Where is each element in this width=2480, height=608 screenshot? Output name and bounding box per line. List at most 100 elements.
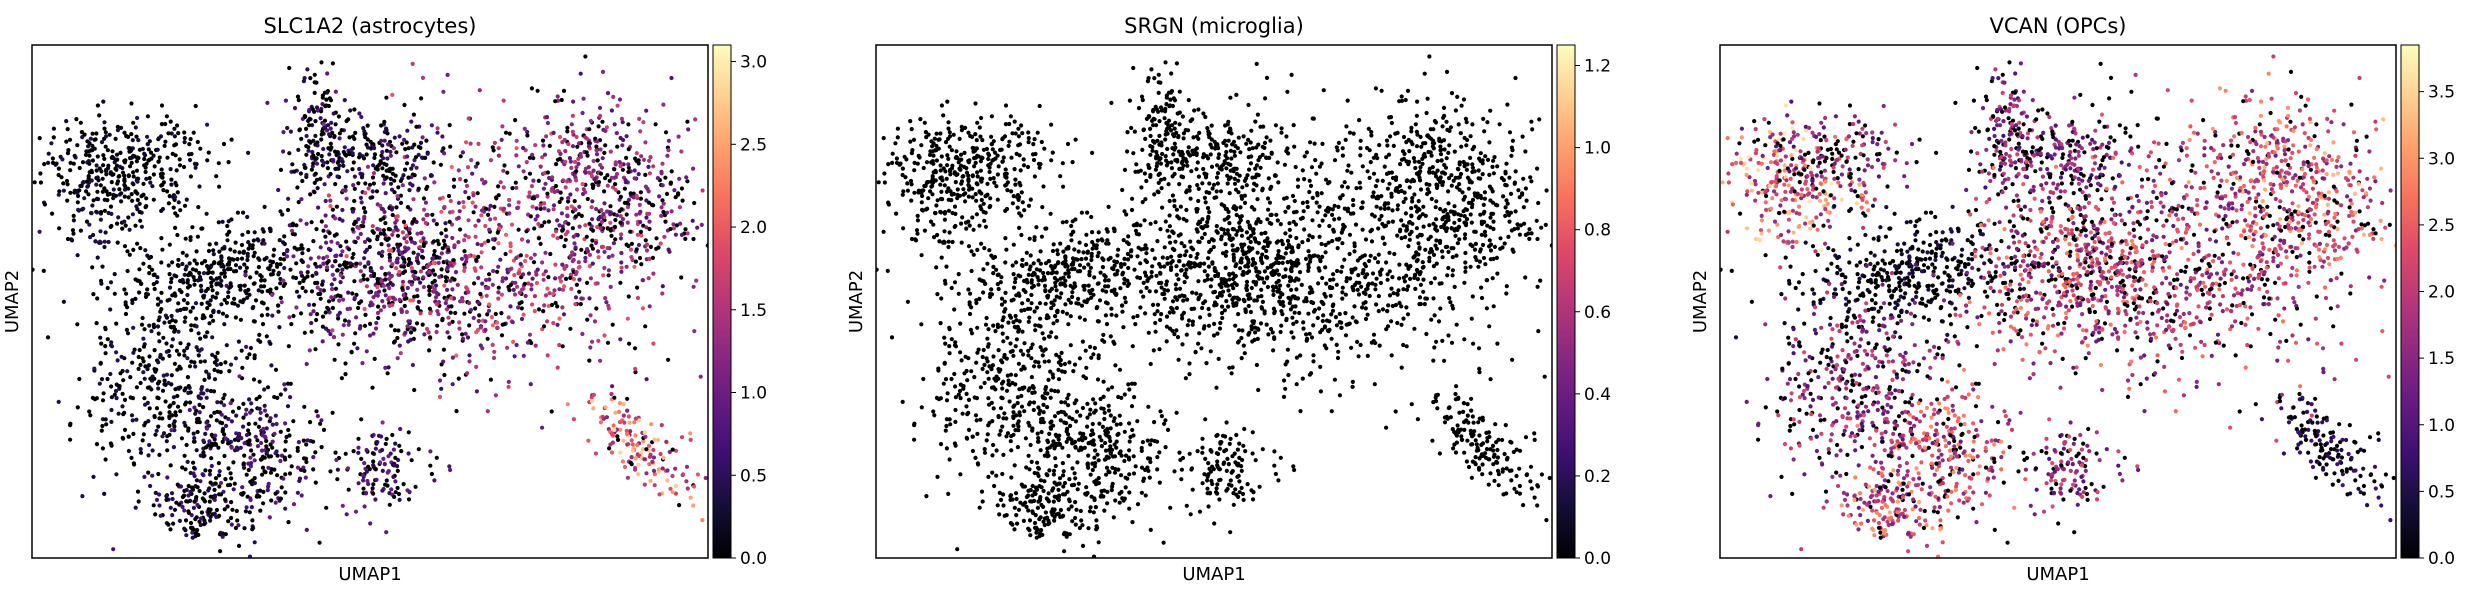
point <box>633 467 638 472</box>
point <box>501 207 506 212</box>
point <box>265 306 270 311</box>
point <box>262 284 267 289</box>
point <box>393 220 398 225</box>
point <box>492 140 497 145</box>
point <box>672 188 677 193</box>
point <box>90 143 95 148</box>
point <box>249 401 254 406</box>
point <box>939 154 944 159</box>
point <box>666 138 672 143</box>
point <box>304 172 309 178</box>
point <box>152 272 157 277</box>
point <box>271 253 276 258</box>
point <box>145 253 150 258</box>
point <box>111 547 116 552</box>
point <box>333 122 338 127</box>
point <box>141 432 146 437</box>
point <box>456 168 461 173</box>
point <box>953 223 958 229</box>
point <box>377 162 382 167</box>
point <box>93 239 98 244</box>
point <box>265 488 270 493</box>
point <box>146 419 151 424</box>
point <box>236 339 241 344</box>
point <box>372 271 377 276</box>
point <box>203 431 208 436</box>
point <box>574 134 579 140</box>
point <box>1146 276 1151 281</box>
point <box>320 314 326 319</box>
point <box>1082 287 1087 292</box>
point <box>973 160 978 165</box>
point <box>146 453 151 458</box>
point <box>291 254 296 259</box>
point <box>422 332 427 337</box>
point <box>192 465 197 470</box>
point <box>116 411 121 416</box>
point <box>194 515 199 520</box>
point <box>1053 314 1058 319</box>
point <box>198 146 203 151</box>
point <box>390 282 395 287</box>
point <box>1072 266 1077 272</box>
point <box>963 191 968 196</box>
point <box>685 231 690 236</box>
point <box>448 278 453 283</box>
point <box>1147 114 1152 119</box>
point <box>439 251 444 256</box>
point <box>98 211 103 216</box>
point <box>914 228 920 233</box>
point <box>643 434 648 439</box>
point <box>137 290 142 295</box>
point <box>128 146 133 151</box>
point <box>1025 306 1031 311</box>
point <box>530 204 535 209</box>
point <box>220 219 225 224</box>
point <box>152 286 157 292</box>
point <box>344 239 349 244</box>
point <box>287 223 292 228</box>
point <box>598 171 604 176</box>
point <box>175 404 181 409</box>
point <box>95 103 100 108</box>
point <box>232 481 237 486</box>
point <box>278 256 283 261</box>
point <box>279 485 284 490</box>
point <box>526 271 532 276</box>
point <box>98 183 103 188</box>
point <box>1163 154 1168 159</box>
point <box>393 490 398 495</box>
point <box>261 489 266 494</box>
point <box>308 192 313 197</box>
point <box>325 260 330 265</box>
point <box>590 261 595 266</box>
point <box>105 148 110 153</box>
point <box>642 457 647 462</box>
point <box>611 241 617 246</box>
point <box>1168 90 1174 95</box>
point <box>1142 171 1147 176</box>
point <box>418 140 424 145</box>
point <box>224 300 229 305</box>
point <box>1172 171 1177 177</box>
point <box>211 261 217 266</box>
point <box>154 428 159 433</box>
point <box>42 202 48 207</box>
point <box>327 152 332 157</box>
point <box>348 108 353 113</box>
point <box>202 499 207 504</box>
point <box>229 257 235 262</box>
point <box>130 298 135 303</box>
point <box>894 160 900 165</box>
point <box>179 436 184 441</box>
point <box>671 222 676 227</box>
cluster-tall_peak <box>265 60 364 212</box>
point <box>618 450 623 455</box>
point <box>246 442 251 447</box>
point <box>974 181 979 186</box>
point <box>546 219 552 224</box>
point <box>252 250 257 255</box>
point <box>1165 288 1170 293</box>
point <box>1076 249 1081 254</box>
point <box>245 494 250 499</box>
